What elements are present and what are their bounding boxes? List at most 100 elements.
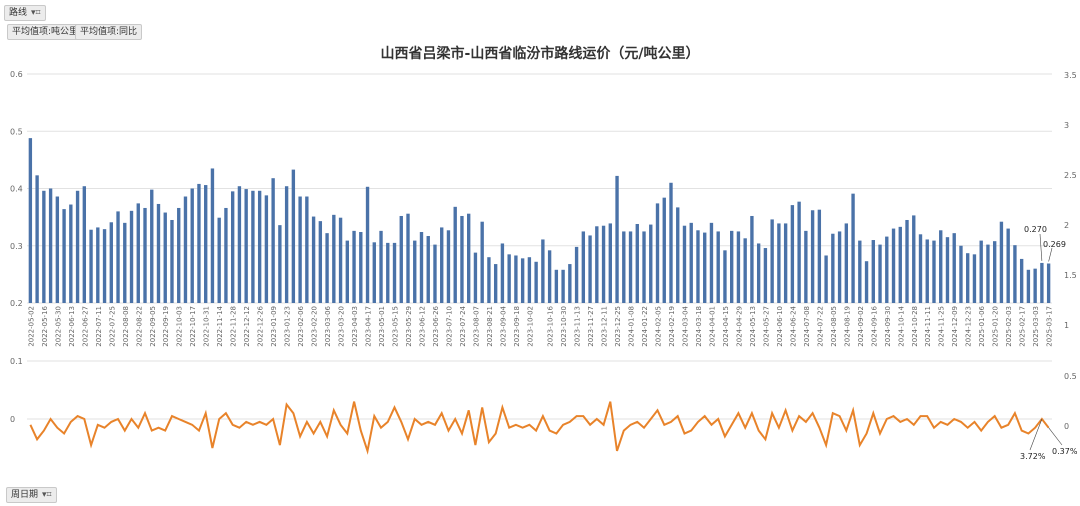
price-bar <box>156 203 161 303</box>
price-bar <box>608 223 612 303</box>
price-bar <box>55 196 60 303</box>
price-bar <box>446 230 451 303</box>
price-bar <box>581 231 586 303</box>
price-bar <box>588 235 592 303</box>
field-button-avg-yoy[interactable]: 平均值项:同比 <box>75 24 143 40</box>
price-bar <box>601 225 606 303</box>
price-bar <box>682 225 687 303</box>
x-axis-tick-label: 2023-02-20 <box>311 306 319 347</box>
chart-title: 山西省吕梁市-山西省临汾市路线运价（元/吨公里） <box>381 45 700 62</box>
price-bar <box>925 239 929 303</box>
price-bar <box>237 186 242 303</box>
x-axis-tick-label: 2024-06-10 <box>776 306 784 347</box>
x-axis-tick-label: 2024-05-13 <box>749 306 757 347</box>
price-bar <box>392 242 397 303</box>
date-filter-button[interactable]: 周日期 ▾⌗ <box>6 487 57 503</box>
x-axis-tick-label: 2024-07-08 <box>803 306 811 347</box>
x-axis-tick-label: 2023-12-25 <box>614 306 622 347</box>
price-bar <box>547 250 552 303</box>
last-yoy-prev-label: 3.72% <box>1020 452 1046 461</box>
price-bar <box>790 205 795 303</box>
x-axis-tick-label: 2023-06-12 <box>418 306 426 347</box>
price-bar <box>743 238 747 303</box>
x-axis-tick-label: 2024-09-30 <box>884 306 892 347</box>
x-axis-tick-label: 2023-05-01 <box>378 306 386 347</box>
leader-line <box>1048 247 1053 262</box>
x-axis-tick-label: 2024-02-19 <box>668 306 676 347</box>
price-bar <box>905 219 909 303</box>
x-axis-tick-label: 2024-01-08 <box>628 306 636 347</box>
x-axis-tick-label: 2025-01-06 <box>978 305 986 346</box>
x-axis-tick-label: 2023-01-23 <box>284 306 292 347</box>
price-bar <box>440 227 444 303</box>
x-axis-tick-label: 2023-01-09 <box>270 306 278 347</box>
price-bar <box>493 264 498 303</box>
price-bar <box>952 233 956 303</box>
x-axis-tick-label: 2024-12-23 <box>965 306 973 347</box>
x-axis-tick-label: 2022-09-05 <box>149 306 157 347</box>
price-bar <box>676 207 680 303</box>
x-axis-tick-label: 2022-10-03 <box>176 306 184 347</box>
price-bar <box>1026 269 1031 303</box>
price-bar <box>325 233 329 303</box>
route-filter-label: 路线 <box>9 8 28 18</box>
x-axis-tick-label: 2023-10-16 <box>547 305 555 346</box>
price-bar <box>898 226 902 303</box>
price-bar <box>568 264 572 303</box>
x-axis-tick-label: 2024-09-16 <box>870 305 878 346</box>
price-bar <box>783 223 788 303</box>
price-bar <box>756 243 761 303</box>
price-bar <box>28 138 33 303</box>
price-bar <box>1040 262 1044 303</box>
last-yoy-label: 0.37% <box>1052 447 1078 456</box>
price-bar <box>42 190 46 303</box>
lower-left-axis-tick-label: 0.1 <box>10 357 23 366</box>
price-bar <box>338 217 343 303</box>
right-axis-tick-label: 2.5 <box>1064 171 1077 180</box>
price-bar <box>48 188 53 303</box>
price-bar <box>520 258 525 303</box>
x-axis-tick-label: 2025-02-03 <box>1005 306 1013 347</box>
filter-dropdown-icon: ▾⌗ <box>42 490 52 500</box>
x-axis-tick-label: 2022-10-17 <box>189 306 197 347</box>
price-bar <box>500 243 505 303</box>
price-bar <box>210 168 215 303</box>
price-bar <box>804 230 808 303</box>
price-bar <box>217 217 221 303</box>
x-axis-tick-label: 2022-12-26 <box>257 305 265 346</box>
yoy-line <box>29 401 1050 455</box>
price-bar <box>885 236 889 303</box>
x-axis-tick-label: 2024-03-18 <box>695 306 703 347</box>
price-bar <box>197 183 201 303</box>
x-axis-tick-label: 2022-12-12 <box>243 306 251 347</box>
price-bar <box>129 210 134 303</box>
price-bar <box>878 244 882 303</box>
x-axis-tick-label: 2024-08-19 <box>843 306 851 347</box>
route-filter-button[interactable]: 路线 ▾⌗ <box>4 5 46 21</box>
x-axis-tick-label: 2022-08-08 <box>122 306 130 347</box>
data-labels: 0.270 0.269 3.72% 0.37% <box>1020 225 1078 461</box>
price-bar <box>703 232 707 303</box>
price-bar <box>453 206 457 303</box>
price-bar <box>163 212 167 303</box>
price-bar <box>271 178 275 303</box>
price-bar <box>204 185 208 303</box>
price-bar <box>628 231 633 303</box>
price-bar <box>487 257 491 303</box>
left-axis-tick-label: 0.5 <box>10 127 23 136</box>
x-axis-tick-label: 2022-05-16 <box>41 305 49 346</box>
price-bar <box>467 213 471 303</box>
price-bar <box>1033 268 1037 303</box>
price-bar <box>972 254 977 303</box>
x-axis-tick-label: 2023-04-03 <box>351 306 359 347</box>
price-bar <box>891 228 896 303</box>
price-bar <box>89 229 93 303</box>
price-bar <box>399 215 403 303</box>
x-axis-tick-label: 2022-07-25 <box>108 306 116 347</box>
price-bar <box>264 195 269 303</box>
price-bar <box>554 269 559 303</box>
price-bar <box>561 269 565 303</box>
price-bar <box>251 190 255 303</box>
right-axis-tick-label: 1 <box>1064 321 1069 330</box>
x-axis-tick-label: 2023-06-26 <box>432 305 440 346</box>
